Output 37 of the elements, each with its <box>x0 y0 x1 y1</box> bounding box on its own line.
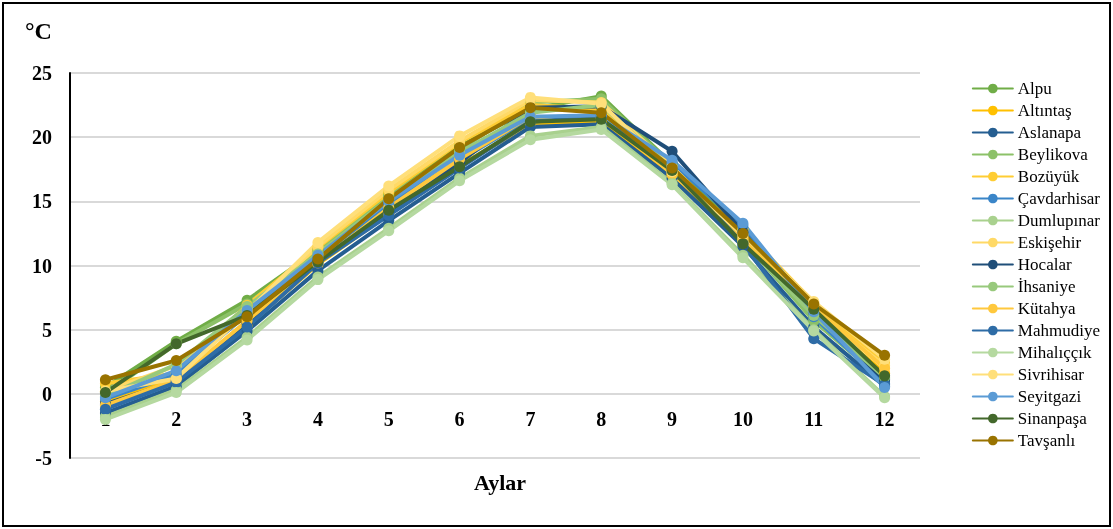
x-axis-title: Aylar <box>473 469 527 495</box>
legend-label: Beylikova <box>1017 145 1089 164</box>
legend-label: Altıntaş <box>1017 101 1072 120</box>
legend-label: Sinanpaşa <box>1017 409 1088 428</box>
x-tick-label: 7 <box>525 408 536 430</box>
y-tick-label: 25 <box>32 62 52 84</box>
x-tick-label: 12 <box>874 408 895 430</box>
y-tick-label: 10 <box>32 254 52 277</box>
legend-label: İhsaniye <box>1017 277 1076 296</box>
legend-label: Alpu <box>1017 79 1053 98</box>
legend-label: Eskişehir <box>1017 233 1082 252</box>
y-tick-label: 15 <box>32 190 52 213</box>
y-tick-label: 0 <box>42 382 52 405</box>
x-tick-label: 10 <box>732 408 753 430</box>
legend-label: Mihalıççık <box>1017 343 1092 362</box>
x-tick-label: 5 <box>383 408 394 430</box>
y-tick-label: 20 <box>32 126 52 149</box>
x-tick-label: 8 <box>596 408 607 430</box>
legend-label: Çavdarhisar <box>1017 189 1101 208</box>
x-tick-label: 9 <box>667 408 678 430</box>
legend-label: Kütahya <box>1017 299 1076 318</box>
x-tick-label: 11 <box>804 408 824 430</box>
legend-label: Dumlupınar <box>1017 211 1101 230</box>
legend-label: Hocalar <box>1017 255 1072 274</box>
y-tick-label: -5 <box>35 447 52 469</box>
x-tick-label: 2 <box>171 408 182 430</box>
y-axis-title: °C <box>25 18 52 44</box>
legend-label: Sivrihisar <box>1017 365 1085 384</box>
legend-label: Seyitgazi <box>1017 387 1082 406</box>
x-tick-label: 3 <box>242 408 253 430</box>
y-tick-label: 5 <box>42 318 52 341</box>
x-tick-label: 4 <box>312 408 323 430</box>
legend-label: Tavşanlı <box>1017 431 1076 450</box>
legend-label: Aslanapa <box>1017 123 1082 142</box>
legend-label: Bozüyük <box>1017 167 1080 186</box>
x-tick-label: 6 <box>454 408 465 430</box>
legend-label: Mahmudiye <box>1017 321 1100 340</box>
